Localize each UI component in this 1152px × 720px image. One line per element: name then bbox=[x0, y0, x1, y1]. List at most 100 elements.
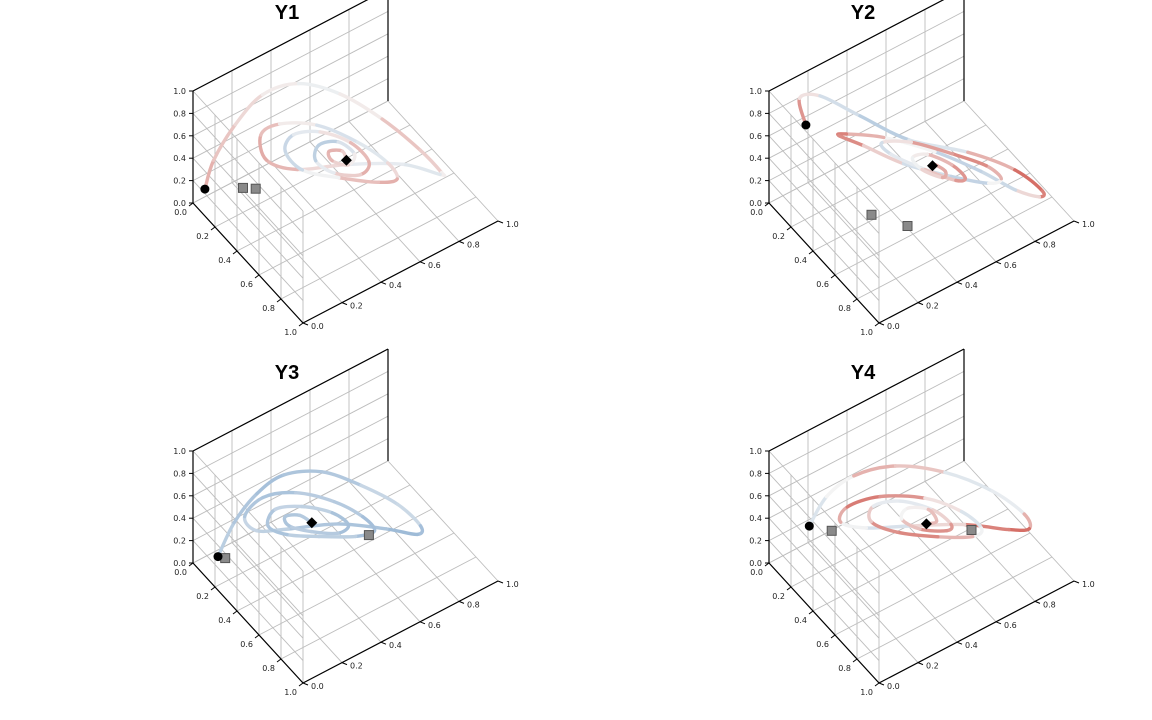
z-tick-label: 1.0 bbox=[749, 87, 762, 96]
trajectory-segment bbox=[345, 161, 405, 167]
x-tick-label: 0.4 bbox=[218, 256, 231, 265]
panel-y3: Y3 0.00.00.00.20.20.20.40.40.40.60.60.60… bbox=[173, 348, 519, 697]
z-tick-label: 0.8 bbox=[173, 109, 186, 118]
start-marker bbox=[213, 552, 223, 562]
z-tick-label: 0.2 bbox=[749, 177, 762, 186]
trajectory-segment bbox=[233, 93, 265, 127]
panel-title: Y1 bbox=[275, 2, 299, 24]
y-tick-label: 0.2 bbox=[350, 662, 363, 671]
panel-title: Y4 bbox=[851, 362, 876, 384]
trajectory-segment bbox=[300, 168, 341, 180]
y-tick-label: 0.2 bbox=[926, 302, 939, 311]
trajectory-segment bbox=[294, 491, 337, 504]
trajectory-segment bbox=[966, 150, 1017, 172]
trajectory-segment bbox=[273, 504, 304, 512]
trajectory-segment bbox=[296, 81, 342, 96]
grid-line bbox=[192, 438, 389, 541]
trajectory-segment bbox=[258, 133, 269, 162]
grey-marker bbox=[238, 182, 248, 193]
grid-line bbox=[768, 33, 965, 137]
y-tick-label: 0.8 bbox=[467, 240, 480, 249]
grey-marker bbox=[363, 530, 374, 541]
trajectory-segment bbox=[878, 494, 927, 500]
grid-line bbox=[236, 508, 433, 612]
y-tick-label: 0.0 bbox=[887, 682, 900, 691]
grid-line bbox=[192, 415, 389, 519]
z-tick-label: 0.2 bbox=[173, 177, 186, 186]
z-tick-label: 0.6 bbox=[173, 132, 186, 141]
trajectory-series bbox=[200, 81, 447, 194]
z-tick-label: 0.8 bbox=[749, 469, 762, 478]
z-tick-label: 0.0 bbox=[173, 199, 186, 208]
trajectory-segment bbox=[385, 527, 419, 537]
y-tick-label: 0.6 bbox=[1004, 261, 1017, 270]
grid-line bbox=[192, 78, 389, 181]
grid-line bbox=[856, 196, 1053, 300]
trajectory-segment bbox=[861, 144, 906, 166]
grid-line bbox=[192, 460, 389, 564]
z-tick-label: 0.0 bbox=[173, 559, 186, 568]
grid-line bbox=[270, 161, 382, 283]
x-tick-mark bbox=[232, 610, 238, 615]
panel-y2: Y2 0.00.00.00.20.20.20.40.40.40.60.60.60… bbox=[749, 0, 1095, 337]
grey-marker bbox=[250, 183, 261, 194]
y-tick-label: 0.4 bbox=[965, 281, 978, 290]
end-marker bbox=[927, 160, 938, 172]
x-tick-mark bbox=[808, 610, 814, 615]
frame-edge bbox=[192, 348, 389, 452]
start-marker bbox=[200, 184, 210, 194]
frame-edge bbox=[768, 348, 965, 452]
y-tick-mark bbox=[956, 281, 963, 285]
y-tick-mark bbox=[878, 322, 885, 326]
y-tick-label: 1.0 bbox=[1082, 580, 1095, 589]
x-tick-mark bbox=[874, 682, 880, 687]
grid-line bbox=[768, 113, 880, 234]
grid-line bbox=[768, 438, 965, 541]
y-tick-mark bbox=[458, 600, 465, 604]
x-tick-label: 0.6 bbox=[240, 280, 253, 289]
trajectory-segment bbox=[1013, 168, 1044, 193]
y-tick-label: 0.0 bbox=[311, 682, 324, 691]
x-tick-label: 0.2 bbox=[772, 232, 785, 241]
x-tick-mark bbox=[830, 274, 836, 279]
grid-line bbox=[768, 460, 965, 564]
trajectory-segment bbox=[871, 499, 902, 508]
grid-line bbox=[834, 532, 1031, 636]
x-tick-label: 0.4 bbox=[218, 616, 231, 625]
x-tick-mark bbox=[808, 250, 814, 255]
trajectory-segment bbox=[837, 133, 866, 148]
end-marker bbox=[340, 154, 352, 166]
axes bbox=[192, 0, 499, 324]
y-tick-mark bbox=[341, 662, 348, 666]
trajectory-segment bbox=[909, 140, 954, 156]
y-tick-mark bbox=[1073, 220, 1080, 224]
trajectory-segment bbox=[879, 141, 893, 156]
end-marker bbox=[920, 518, 932, 530]
x-tick-label: 0.8 bbox=[262, 664, 275, 673]
trajectory-segment bbox=[839, 520, 868, 530]
trajectory-segment bbox=[984, 164, 1003, 181]
grid-line bbox=[280, 556, 477, 660]
trajectory-segment bbox=[261, 490, 298, 500]
y-tick-label: 1.0 bbox=[506, 220, 519, 229]
trajectory-segment bbox=[338, 92, 384, 121]
trajectory-segment bbox=[908, 522, 967, 528]
x-tick-mark bbox=[852, 658, 858, 663]
trajectory-segment bbox=[320, 470, 363, 488]
grid-line bbox=[192, 11, 389, 114]
y-tick-mark bbox=[1073, 580, 1080, 584]
y-tick-mark bbox=[380, 641, 387, 645]
grid-line bbox=[856, 556, 1053, 660]
grey-marker bbox=[902, 221, 913, 231]
axes bbox=[192, 348, 499, 684]
z-tick-label: 0.8 bbox=[749, 109, 762, 118]
trajectory-segment bbox=[281, 469, 324, 477]
y-tick-mark bbox=[497, 580, 504, 584]
trajectory-segment bbox=[936, 534, 975, 540]
trajectory-segment bbox=[312, 143, 321, 163]
grid-line bbox=[192, 113, 304, 234]
grid-line bbox=[768, 473, 880, 594]
x-tick-label: 0.6 bbox=[816, 640, 829, 649]
frame-edge bbox=[768, 0, 945, 92]
